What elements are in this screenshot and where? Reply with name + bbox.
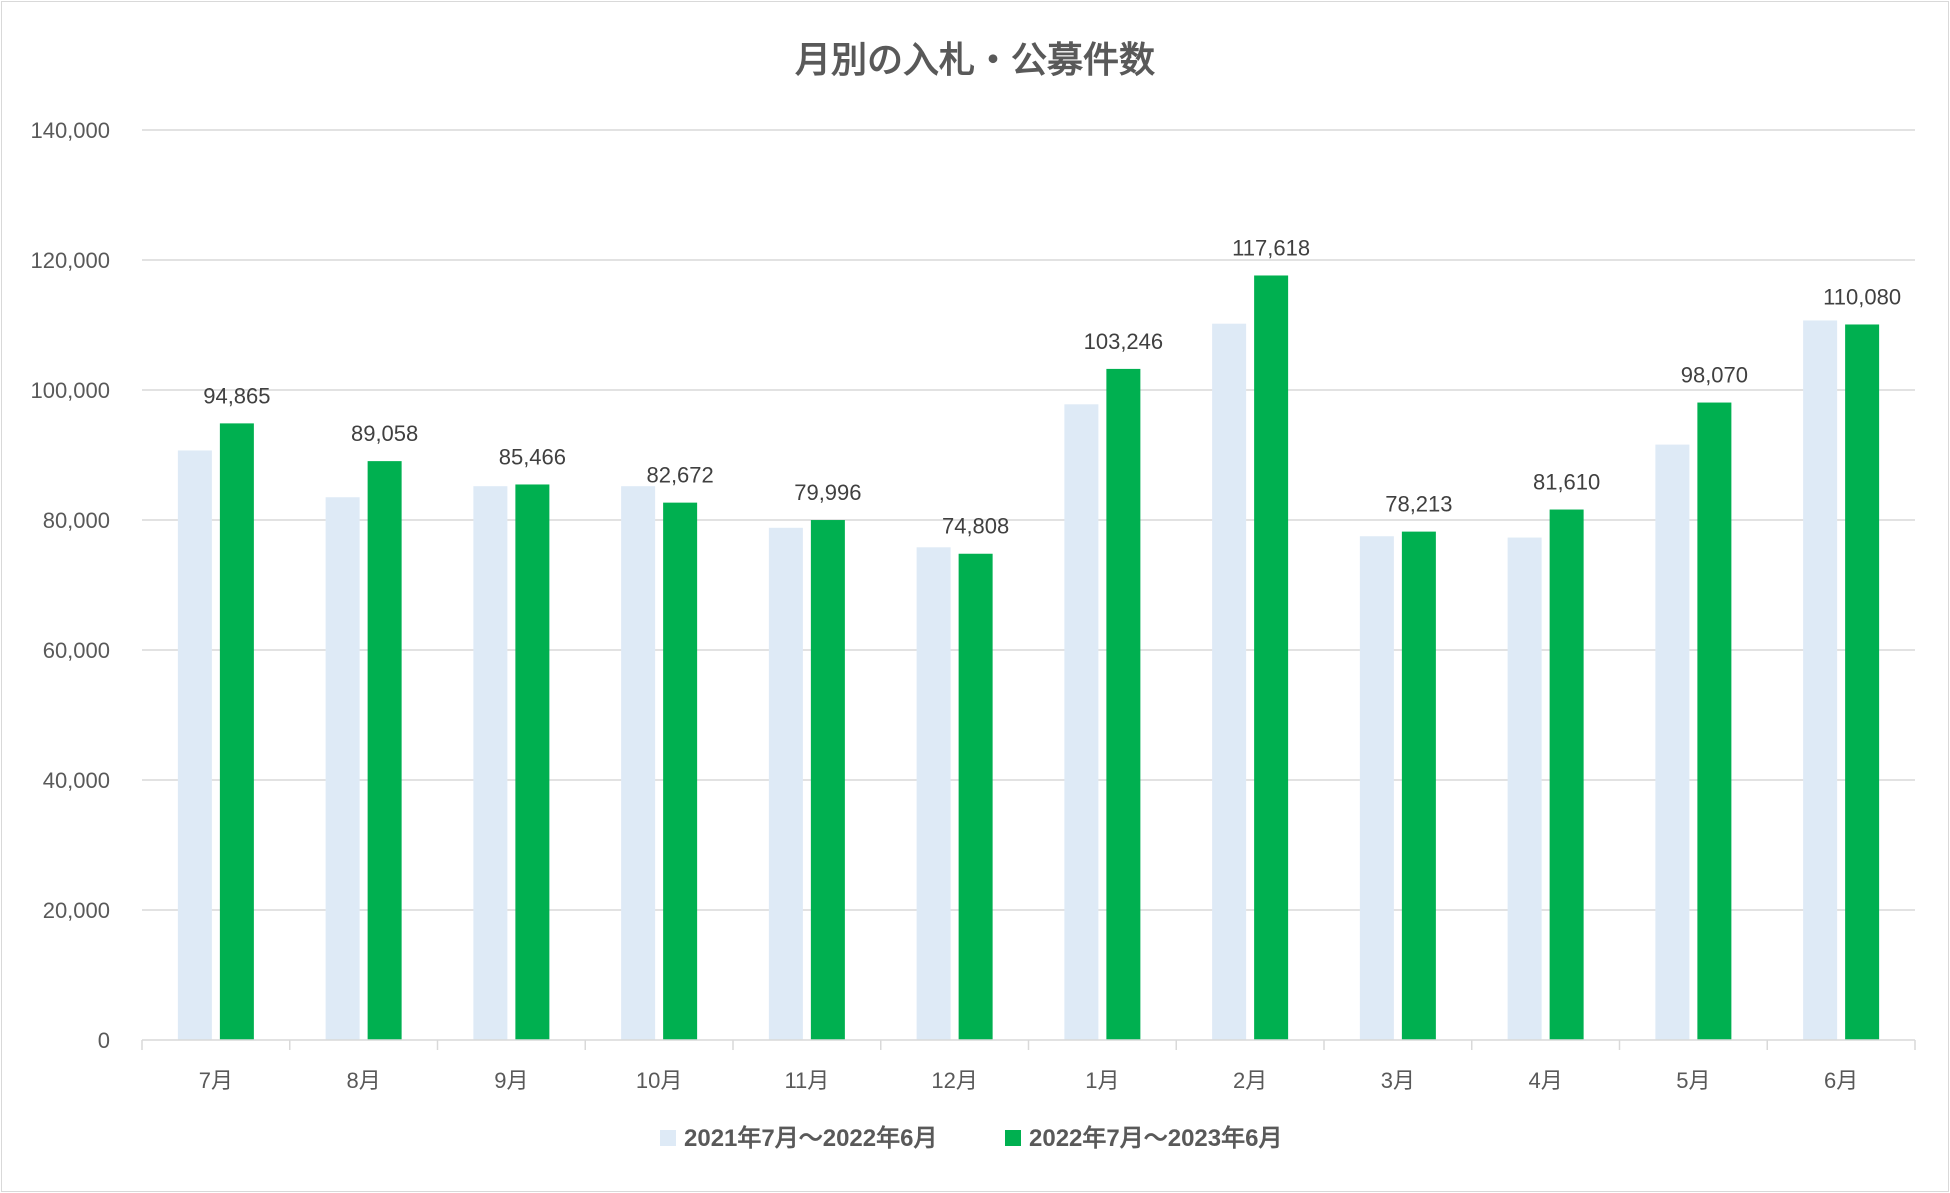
bar-series-2 bbox=[1401, 531, 1436, 1040]
legend: 2021年7月～2022年6月 2022年7月～2023年6月 bbox=[660, 1124, 1282, 1152]
x-tick-label: 7月 bbox=[199, 1068, 233, 1093]
y-tick-label: 0 bbox=[98, 1028, 110, 1053]
bar-series-2 bbox=[515, 484, 550, 1040]
bar-series-1 bbox=[1507, 537, 1542, 1040]
data-label: 78,213 bbox=[1385, 492, 1452, 517]
bar-series-2 bbox=[810, 520, 845, 1040]
x-tick-label: 12月 bbox=[931, 1068, 977, 1093]
data-label: 103,246 bbox=[1084, 329, 1164, 354]
y-tick-label: 120,000 bbox=[30, 248, 110, 273]
bar-series-2 bbox=[663, 502, 698, 1041]
bar-series-1 bbox=[1359, 536, 1394, 1040]
x-axis: 7月 8月 9月 10月 11月 12月 1月 2月 3月 4月 5月 6月 bbox=[141, 1039, 1916, 1093]
x-tick-label: 6月 bbox=[1824, 1068, 1858, 1093]
bar-series-1 bbox=[177, 450, 212, 1040]
bar-series-1 bbox=[473, 486, 508, 1040]
y-tick-label: 80,000 bbox=[43, 508, 110, 533]
x-tick-label: 10月 bbox=[636, 1068, 682, 1093]
bar-series-2 bbox=[367, 461, 402, 1040]
legend-label: 2021年7月～2022年6月 bbox=[684, 1124, 937, 1152]
bar-series-2 bbox=[1845, 324, 1880, 1041]
x-tick-label: 8月 bbox=[347, 1068, 381, 1093]
bar-series-2 bbox=[958, 553, 993, 1040]
legend-swatch bbox=[660, 1130, 676, 1146]
legend-label: 2022年7月～2023年6月 bbox=[1029, 1124, 1282, 1152]
x-tick-label: 2月 bbox=[1233, 1068, 1267, 1093]
bar-series-2 bbox=[219, 423, 254, 1040]
x-tick-label: 4月 bbox=[1529, 1068, 1563, 1093]
y-tick-label: 20,000 bbox=[43, 898, 110, 923]
data-label: 94,865 bbox=[203, 383, 270, 408]
bar-series-1 bbox=[621, 486, 656, 1040]
bars bbox=[177, 275, 1880, 1041]
chart-title: 月別の入札・公募件数 bbox=[795, 39, 1155, 80]
bar-series-1 bbox=[768, 527, 803, 1040]
bar-series-2 bbox=[1697, 402, 1732, 1040]
gridlines bbox=[142, 129, 1915, 911]
data-label: 82,672 bbox=[646, 463, 713, 488]
bar-series-1 bbox=[1064, 404, 1099, 1040]
y-tick-label: 40,000 bbox=[43, 768, 110, 793]
data-label: 117,618 bbox=[1232, 235, 1310, 260]
data-labels: 94,865 89,058 85,466 82,672 79,996 74,808 103,… bbox=[203, 235, 1901, 538]
x-tick-label: 3月 bbox=[1381, 1068, 1415, 1093]
y-tick-label: 100,000 bbox=[30, 378, 110, 403]
bar-series-1 bbox=[1655, 444, 1690, 1041]
data-label: 110,080 bbox=[1823, 284, 1901, 309]
x-tick-label: 1月 bbox=[1085, 1068, 1119, 1093]
bar-series-2 bbox=[1254, 275, 1289, 1040]
data-label: 98,070 bbox=[1681, 363, 1748, 388]
data-label: 89,058 bbox=[351, 421, 418, 446]
legend-swatch bbox=[1005, 1130, 1021, 1146]
data-label: 85,466 bbox=[499, 444, 566, 469]
bar-series-1 bbox=[916, 547, 951, 1040]
x-tick-label: 9月 bbox=[494, 1068, 528, 1093]
bar-series-1 bbox=[1212, 323, 1247, 1040]
data-label: 81,610 bbox=[1533, 470, 1600, 495]
y-tick-label: 60,000 bbox=[43, 638, 110, 663]
bar-series-1 bbox=[1803, 320, 1838, 1040]
y-tick-label: 140,000 bbox=[30, 118, 110, 143]
bar-series-1 bbox=[325, 497, 360, 1040]
bar-series-2 bbox=[1549, 509, 1584, 1040]
data-label: 74,808 bbox=[942, 514, 1009, 539]
x-tick-label: 11月 bbox=[784, 1068, 829, 1093]
bar-series-2 bbox=[1106, 368, 1141, 1040]
y-axis-ticks: 0 20,000 40,000 60,000 80,000 100,000 120,000 1… bbox=[30, 118, 110, 1053]
data-label: 79,996 bbox=[794, 480, 861, 505]
x-tick-label: 5月 bbox=[1676, 1068, 1710, 1093]
